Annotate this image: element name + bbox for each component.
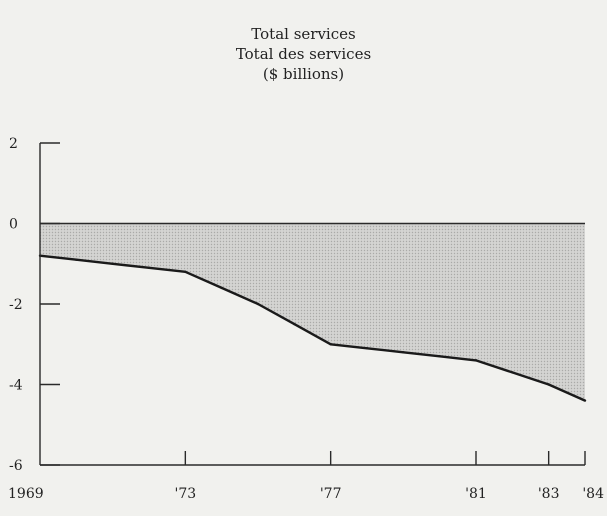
data-point-1983	[547, 383, 550, 386]
data-point-1975	[256, 302, 260, 306]
data-point-1981	[474, 359, 478, 362]
data-point-1977	[329, 343, 332, 346]
plot-area: 2 0 -2 -4 -6 1969 '73 '77 '81 '83 '84	[8, 136, 604, 502]
x-tick-label-1: '73	[174, 486, 196, 502]
data-point-1984	[583, 399, 587, 402]
series-line	[39, 254, 586, 402]
data-point-1973	[184, 270, 187, 273]
x-tick-label-5: '84	[582, 486, 604, 502]
chart-title-line-1: Total services	[251, 25, 356, 43]
data-point-1976	[293, 322, 296, 326]
chart-title-line-3: ($ billions)	[262, 65, 345, 83]
y-tick-label-4: -6	[9, 458, 23, 474]
chart-title: Total services Total des services ($ bil…	[0, 24, 607, 84]
y-tick-label-0: 2	[9, 136, 18, 152]
area-fill-shade	[40, 223, 585, 401]
chart-title-line-2: Total des services	[235, 45, 372, 63]
x-tick-label-3: '81	[465, 486, 487, 502]
x-tick-label-2: '77	[320, 486, 342, 502]
x-tick-label-4: '83	[538, 486, 560, 502]
y-tick-label-1: 0	[9, 217, 18, 233]
y-tick-label-2: -2	[9, 297, 23, 313]
y-tick-label-3: -4	[9, 378, 23, 394]
data-point-1971	[111, 262, 114, 265]
data-point-1982	[511, 371, 514, 374]
data-point-1972	[147, 266, 151, 269]
data-point-1974	[220, 286, 223, 290]
data-point-1980	[438, 355, 441, 358]
data-point-1970	[75, 258, 78, 261]
data-point-1979	[402, 351, 405, 354]
x-tick-label-0: 1969	[8, 486, 44, 502]
data-point-1978	[365, 347, 369, 350]
